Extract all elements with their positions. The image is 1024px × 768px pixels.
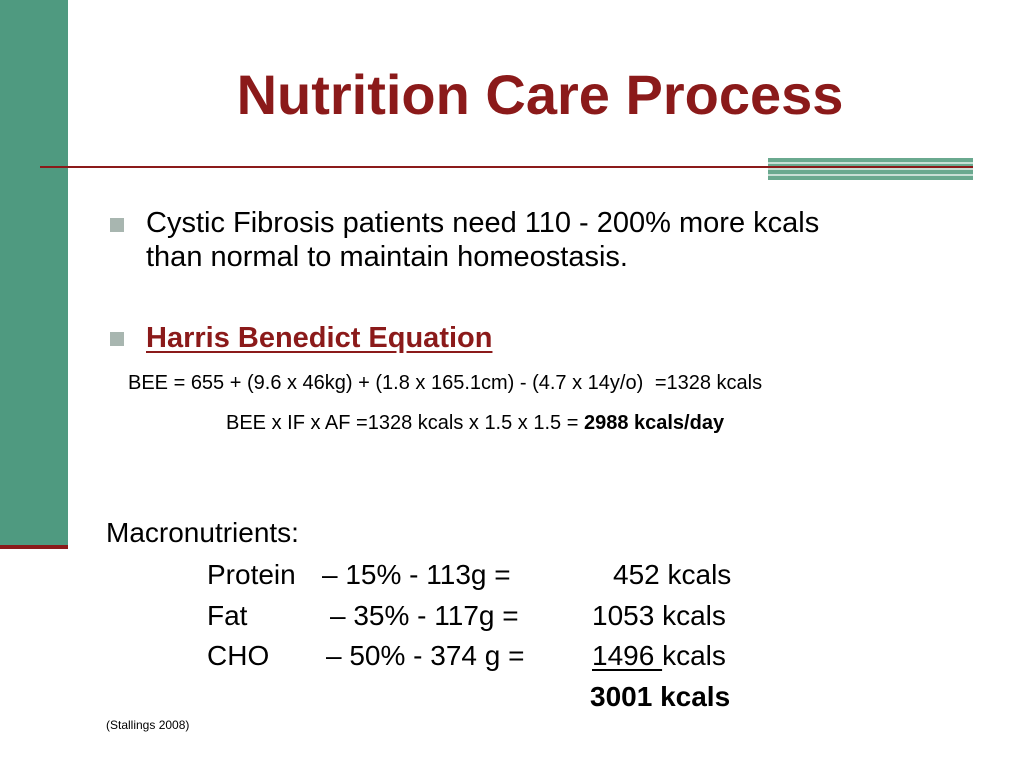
side-accent-bar [0,0,68,545]
macro-name-cho: CHO [207,640,270,671]
title-divider-line [40,166,770,168]
macro-kcals-fat-num: 1053 [592,600,655,631]
total-energy-value: 2988 kcals/day [583,412,725,434]
bee-result: =1328 kcals [654,372,763,394]
macro-detail-cho: – 50% - 374 g = [326,640,525,671]
total-energy-equation: BEE x IF x AF =1328 kcals x 1.5 x 1.5 = … [226,412,724,435]
macro-kcals-protein-unit: kcals [659,559,732,590]
macro-name-fat: Fat [207,600,248,631]
macro-kcals-cho-unit: kcals [662,640,726,671]
bullet-cf-line2: than normal to maintain homeostasis. [146,241,628,273]
bullet-square-icon [110,332,124,346]
slide-title: Nutrition Care Process [236,63,844,126]
title-divider-stripes [768,158,973,180]
macro-kcals-fat-unit: kcals [654,600,726,631]
bee-equation: BEE = 655 + (9.6 x 46kg) + (1.8 x 165.1c… [128,372,762,395]
macro-detail-protein: – 15% - 113g = [322,559,511,590]
bullet-cf-needs: Cystic Fibrosis patients need 110 - 200%… [146,206,819,274]
bullet-cf-line1: Cystic Fibrosis patients need 110 - 200%… [146,207,820,239]
macronutrients-heading: Macronutrients: [106,517,299,548]
macro-kcals-fat: 1053 kcals [592,600,726,632]
bullet-square-icon [110,218,124,232]
macro-name-protein: Protein [207,559,296,590]
macro-kcals-protein: 452 kcals [613,559,731,591]
bee-formula: BEE = 655 + (9.6 x 46kg) + (1.8 x 165.1c… [128,372,644,394]
bullet-harris-benedict: Harris Benedict Equation [146,322,493,354]
total-energy-formula: BEE x IF x AF =1328 kcals x 1.5 x 1.5 = [226,412,584,434]
macro-kcals-cho-num: 1496 [592,640,663,671]
citation: (Stallings 2008) [106,718,190,732]
title-divider-line-right [768,166,973,168]
macro-total-kcals: 3001 kcals [590,681,731,712]
macro-detail-fat: – 35% - 117g = [330,600,519,631]
side-accent-bar-cap [0,545,68,549]
macro-kcals-protein-num: 452 [613,559,660,590]
macro-kcals-cho: 1496 kcals [592,640,726,672]
